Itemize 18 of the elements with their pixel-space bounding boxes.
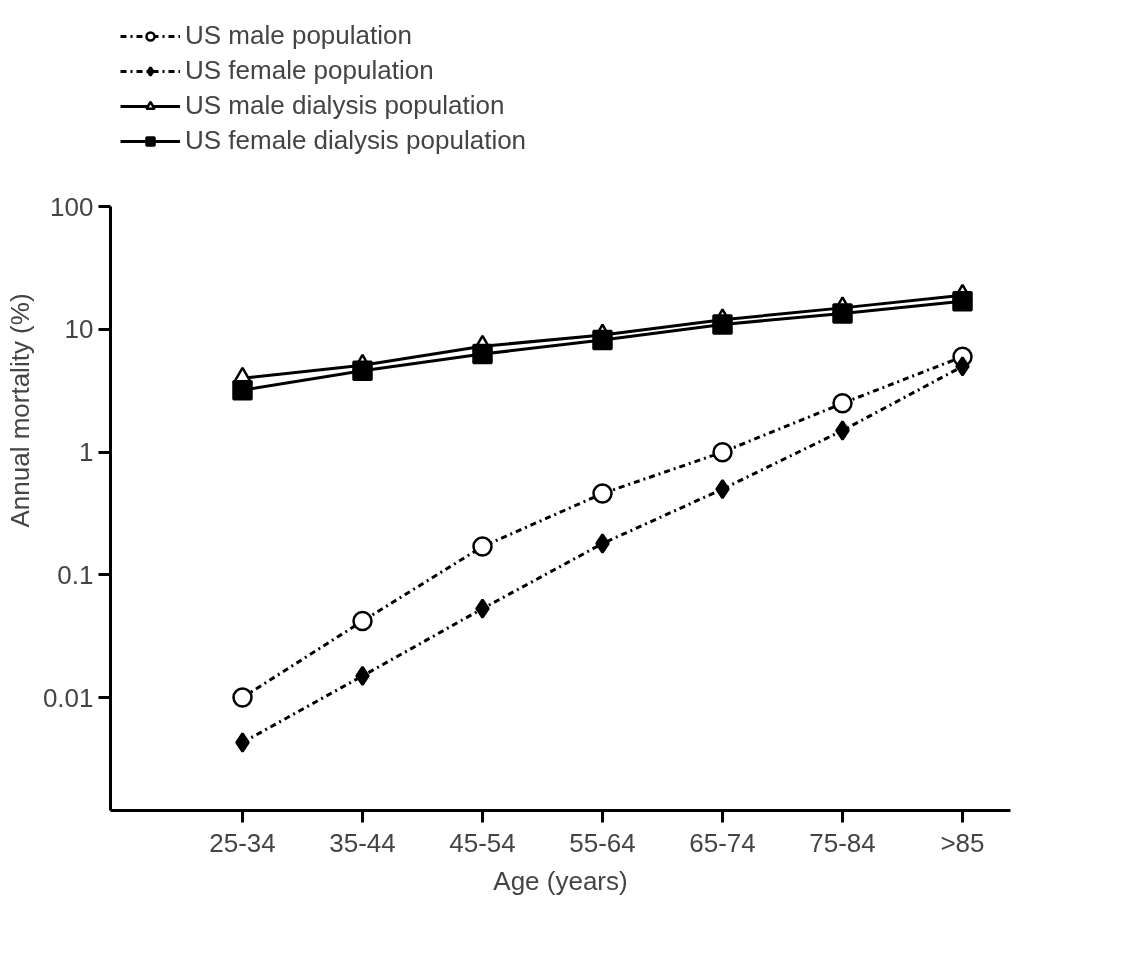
legend-label: US female dialysis population xyxy=(185,125,527,156)
x-tick-label: 75-84 xyxy=(809,827,876,858)
y-axis-title: Annual mortality (%) xyxy=(4,293,35,528)
y-tick-label: 1 xyxy=(79,437,94,468)
x-axis-title: Age (years) xyxy=(493,865,628,896)
y-tick-label: 0.01 xyxy=(42,682,94,713)
x-tick-label: 55-64 xyxy=(569,827,636,858)
x-tick-label: 35-44 xyxy=(329,827,396,858)
legend-label: US male dialysis population xyxy=(185,90,505,121)
y-tick-label: 10 xyxy=(64,314,94,345)
y-tick-label: 0.1 xyxy=(57,559,94,590)
x-tick-label: 25-34 xyxy=(209,827,276,858)
y-tick-label: 100 xyxy=(50,191,94,222)
x-tick-label: 45-54 xyxy=(449,827,516,858)
x-tick-label: 65-74 xyxy=(689,827,756,858)
legend-label: US female population xyxy=(185,55,434,86)
x-tick-label: >85 xyxy=(940,827,985,858)
legend-label: US male population xyxy=(185,20,412,51)
